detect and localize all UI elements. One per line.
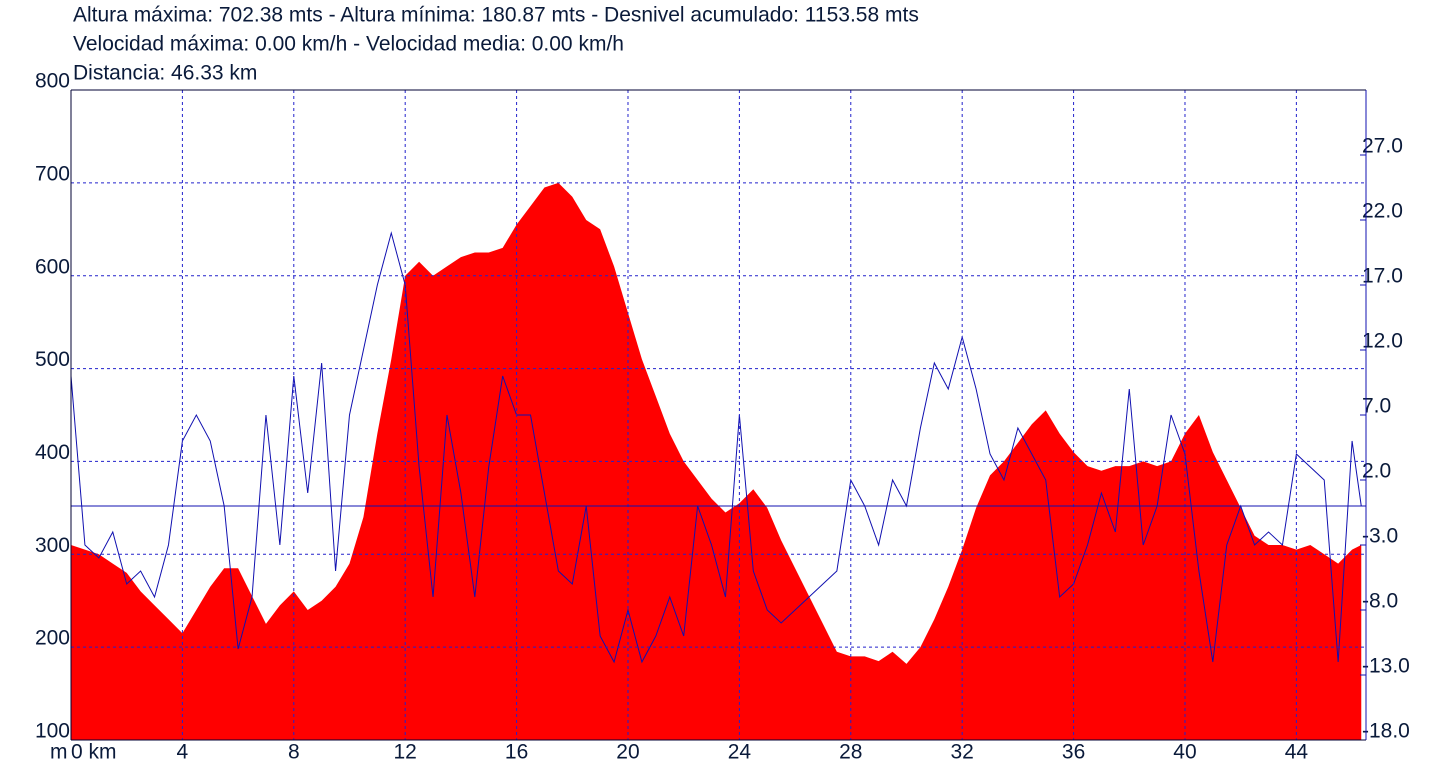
y2-tick-label: 17.0: [1362, 265, 1403, 288]
x-tick-label: 8: [288, 741, 300, 764]
y-tick-label: 200: [35, 627, 70, 650]
x-tick-label: 20: [616, 741, 639, 764]
slope-line: [70, 231, 1362, 664]
y2-tick-label: 22.0: [1362, 200, 1403, 223]
y-tick-label: 100: [35, 720, 70, 743]
header-line: Velocidad máxima: 0.00 km/h - Velocidad …: [73, 33, 624, 56]
y2-tick-label: 27.0: [1362, 135, 1403, 158]
y-tick-label: 700: [35, 162, 70, 185]
x-tick-label: 4: [177, 741, 189, 764]
y-tick-label: 300: [35, 534, 70, 557]
y2-tick-label: 12.0: [1362, 330, 1403, 353]
y-tick-label: 500: [35, 348, 70, 371]
x-tick-label: 24: [728, 741, 752, 764]
y2-tick-label: -18.0: [1362, 720, 1410, 743]
y-axis-label: m: [50, 741, 68, 764]
y2-tick-label: 2.0: [1362, 460, 1391, 483]
elevation-area: [71, 182, 1362, 740]
y-tick-label: 600: [35, 255, 70, 278]
header-line: Distancia: 46.33 km: [73, 62, 257, 85]
y2-tick-label: -13.0: [1362, 655, 1410, 678]
y-tick-label: 800: [35, 70, 70, 93]
y2-tick-label: -3.0: [1362, 525, 1398, 548]
header-line: Altura máxima: 702.38 mts - Altura mínim…: [73, 4, 919, 27]
x-tick-label: 12: [394, 741, 417, 764]
x-tick-label: 40: [1173, 741, 1196, 764]
x-tick-label: 44: [1285, 741, 1309, 764]
x-tick-label: 28: [839, 741, 862, 764]
y2-tick-label: -8.0: [1362, 590, 1398, 613]
x-tick-label: 16: [505, 741, 528, 764]
x-tick-label: 36: [1062, 741, 1085, 764]
x-tick-label: 0 km: [71, 741, 117, 764]
x-tick-label: 32: [951, 741, 974, 764]
y-tick-label: 400: [35, 441, 70, 464]
y2-tick-label: 7.0: [1362, 395, 1391, 418]
